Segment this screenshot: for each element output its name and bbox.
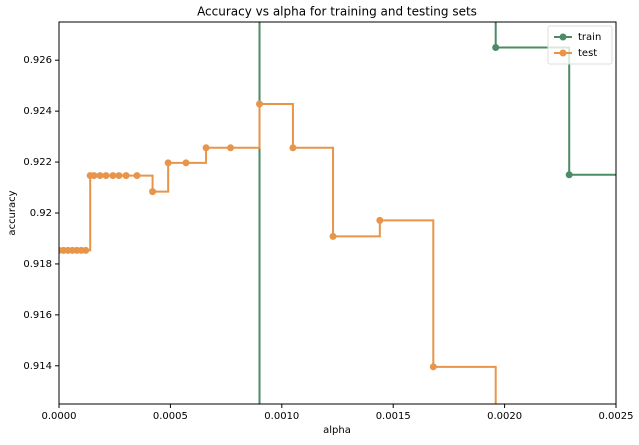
point (133, 172, 140, 179)
point (492, 44, 499, 51)
axes-frame (59, 22, 616, 404)
plot-area (56, 0, 639, 441)
x-tick-label: 0.0025 (599, 411, 634, 422)
point (82, 247, 89, 254)
point (182, 159, 189, 166)
y-tick-label: 0.924 (23, 106, 52, 117)
point (90, 172, 97, 179)
step-line (59, 0, 639, 441)
point (203, 144, 210, 151)
point (109, 172, 116, 179)
point (289, 144, 296, 151)
point (566, 171, 573, 178)
y-tick-label: 0.916 (23, 310, 52, 321)
y-tick-label: 0.926 (23, 55, 52, 66)
point (123, 172, 130, 179)
point (165, 159, 172, 166)
x-tick-label: 0.0010 (264, 411, 299, 422)
chart-title: Accuracy vs alpha for training and testi… (197, 5, 477, 19)
step-line (59, 104, 496, 429)
legend-marker (560, 50, 567, 57)
point (149, 188, 156, 195)
point (430, 363, 437, 370)
x-tick-label: 0.0005 (153, 411, 188, 422)
y-axis-label: accuracy (7, 190, 18, 235)
legend-label: test (578, 48, 597, 59)
legend-marker (560, 34, 567, 41)
x-tick-label: 0.0015 (376, 411, 411, 422)
legend-label: train (578, 32, 601, 43)
y-tick-label: 0.92 (30, 208, 52, 219)
x-tick-label: 0.0020 (487, 411, 522, 422)
x-axis-label: alpha (323, 425, 351, 436)
point (227, 144, 234, 151)
point (103, 172, 110, 179)
point (330, 233, 337, 240)
y-tick-label: 0.922 (23, 157, 52, 168)
point (376, 217, 383, 224)
point (492, 426, 499, 433)
y-tick-label: 0.918 (23, 259, 52, 270)
point (256, 101, 263, 108)
point (96, 172, 103, 179)
point (115, 172, 122, 179)
x-tick-label: 0.0000 (42, 411, 77, 422)
y-tick-label: 0.914 (23, 361, 52, 372)
